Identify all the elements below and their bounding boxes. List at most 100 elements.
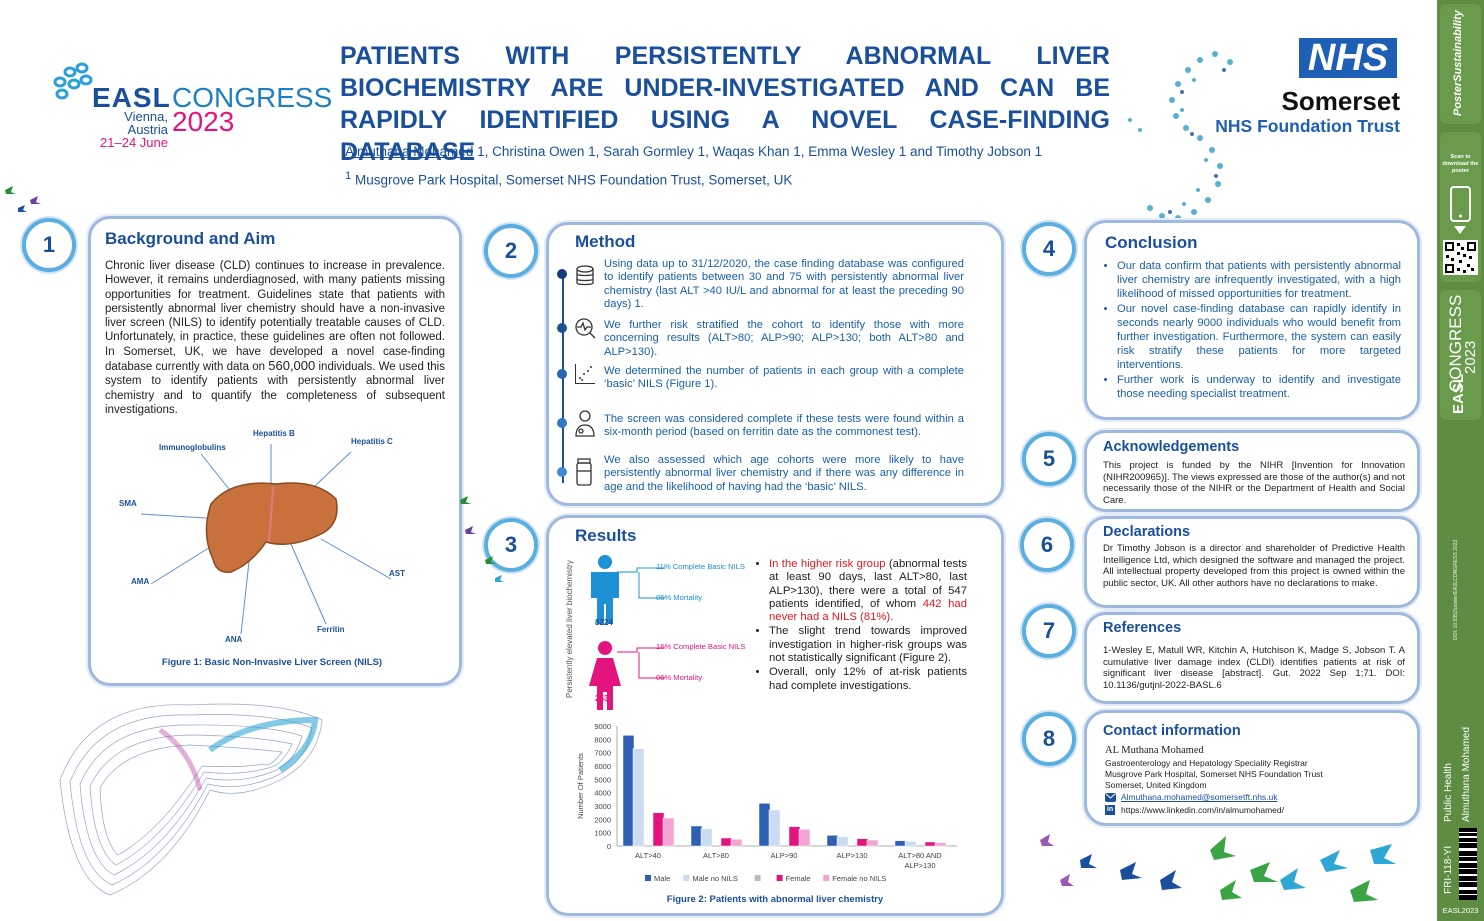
scatter-plot-icon (575, 364, 595, 384)
individuals-count: 560,000 (268, 358, 316, 374)
y-tick-label: 8000 (594, 735, 611, 744)
female-figure-icon (589, 641, 621, 710)
background-text: Chronic liver disease (CLD) continues to… (105, 259, 445, 417)
doctor-icon (575, 410, 595, 437)
bar (836, 836, 849, 847)
bar (904, 841, 917, 847)
qr-code[interactable] (1443, 240, 1478, 275)
bar (632, 748, 645, 847)
female-count: 2537 (595, 694, 613, 703)
nhs-somerset: Somerset (1281, 86, 1401, 116)
bar (856, 838, 869, 847)
birds-decoration-mid (460, 496, 504, 582)
label-hepatitis-b: Hepatitis B (253, 429, 295, 438)
background-panel: Background and Aim Chronic liver disease… (88, 216, 462, 686)
sidebar-logo-block: PosterSustainability (1440, 4, 1481, 124)
x-tick-label: ALP>130 (904, 861, 935, 870)
presenting-author: Almuthana Mohamed (345, 144, 474, 159)
sidebar-easl: EASL (1450, 373, 1467, 414)
conclusion-bullets: Our data confirm that patients with pers… (1103, 259, 1401, 402)
section-number-8: 8 (1022, 712, 1076, 766)
conclusion-panel: Conclusion Our data confirm that patient… (1084, 220, 1420, 420)
affiliation-text: Musgrove Park Hospital, Somerset NHS Fou… (351, 172, 793, 188)
nils-figure (140, 444, 392, 635)
legend-label: Male no NILS (692, 874, 737, 883)
contact-linkedin-link[interactable]: https://www.linkedin.com/in/almumohamed/ (1121, 805, 1284, 815)
y-tick-label: 2000 (594, 815, 611, 824)
results-bullet-1: In the higher risk group (abnormal tests… (769, 558, 967, 624)
sidebar-year: 2023 (1462, 340, 1479, 374)
acknowledgements-text: This project is funded by the NIHR [Inve… (1103, 460, 1405, 506)
references-title: References (1103, 620, 1182, 636)
timeline-dot (557, 269, 567, 279)
contact-role: Gastroenterology and Hepatology Speciali… (1105, 758, 1308, 768)
conclusion-bullet-3: Further work is underway to identify and… (1117, 373, 1401, 401)
easl-wordmark: EASL (92, 82, 171, 113)
conclusion-bullet-2: Our novel case-finding database can rapi… (1117, 302, 1401, 372)
y-tick-label: 0 (607, 842, 611, 851)
birds-decoration-left (5, 186, 41, 212)
contact-email-link[interactable]: Almuthana.mohamed@somersetft.nhs.uk (1121, 792, 1278, 802)
sidebar-code: FRI-118-YI (1443, 845, 1454, 894)
y-tick-label: 6000 (594, 762, 611, 771)
bar (720, 837, 733, 847)
easl-dots-icon (53, 62, 93, 100)
method-item-2: We further risk stratified the cohort to… (604, 319, 964, 358)
bar (622, 735, 635, 847)
references-text: 1-Wesley E, Matull WR, Kitchin A, Hutchi… (1103, 645, 1405, 691)
congress-city: Vienna, Austria (124, 109, 168, 137)
linkedin-icon: in (1105, 805, 1115, 815)
birds-decoration (1040, 834, 1396, 902)
section-number-6: 6 (1020, 518, 1074, 572)
specimen-tube-icon (576, 458, 592, 486)
label-sma: SMA (119, 499, 137, 508)
timeline-dot (557, 418, 567, 428)
sidebar-footer: EASL2023 (1442, 906, 1479, 915)
sidebar-author: Almuthana Mohamed (1461, 726, 1472, 822)
phone-icon (1450, 186, 1471, 222)
section-number-4: 4 (1022, 222, 1076, 276)
conclusion-title: Conclusion (1105, 233, 1198, 252)
bullet-red-a: In the higher risk group (769, 558, 886, 570)
background-text-b: individuals. We used this system to iden… (105, 361, 445, 416)
contact-title: Contact information (1103, 723, 1241, 739)
poster-sustainability-logo: PosterSustainability (1452, 10, 1464, 116)
declarations-text: Dr Timothy Jobson is a director and shar… (1103, 543, 1405, 589)
figure1-caption: Figure 1: Basic Non-Invasive Liver Scree… (161, 657, 383, 668)
section-number-1: 1 (22, 218, 76, 272)
label-ama: AMA (131, 577, 150, 586)
contact-hospital: Musgrove Park Hospital, Somerset NHS Fou… (1105, 769, 1323, 779)
results-bullet-3: Overall, only 12% of at-risk patients ha… (769, 666, 967, 693)
liver-wireframe-decoration (59, 703, 323, 896)
contact-location: Somerset, United Kingdom (1105, 780, 1207, 790)
scan-text: Scan to download the poster (1442, 154, 1479, 174)
y-tick-label: 7000 (594, 749, 611, 758)
bar (768, 809, 781, 847)
x-tick-label: ALP>130 (836, 851, 867, 860)
label-hepatitis-c: Hepatitis C (351, 437, 393, 446)
email-icon (1105, 793, 1116, 802)
bar (730, 839, 743, 847)
results-title: Results (575, 526, 637, 545)
legend-swatch (683, 875, 690, 881)
bar (700, 828, 713, 847)
bar (652, 812, 665, 847)
bird-swirl-decoration (1128, 51, 1233, 221)
figure2-caption: Figure 2: Patients with abnormal liver c… (666, 894, 884, 905)
declarations-panel: Declarations Dr Timothy Jobson is a dire… (1084, 516, 1420, 608)
male-mortality-label: 05% Mortality (656, 593, 703, 602)
affiliation: 1 Musgrove Park Hospital, Somerset NHS F… (345, 170, 792, 188)
acknowledgements-title: Acknowledgements (1103, 439, 1240, 455)
timeline-dot (557, 369, 567, 379)
database-icon (576, 265, 594, 286)
y-tick-label: 4000 (594, 789, 611, 798)
background-title: Background and Aim (105, 229, 276, 248)
legend-label: Female no NILS (832, 874, 886, 883)
nhs-trust-name: NHS Foundation Trust (1215, 116, 1400, 136)
contact-name: AL Muthana Mohamed (1105, 745, 1204, 756)
co-authors: 1, Christina Owen 1, Sarah Gormley 1, Wa… (473, 144, 1043, 159)
poster-sidebar: PosterSustainability Scan to download th… (1437, 0, 1484, 921)
legend-label: Female (786, 874, 811, 883)
method-panel: Method Using data up to 31/12/2020, the … (546, 222, 1004, 506)
y-axis-title: Number Of Patients (576, 753, 585, 819)
